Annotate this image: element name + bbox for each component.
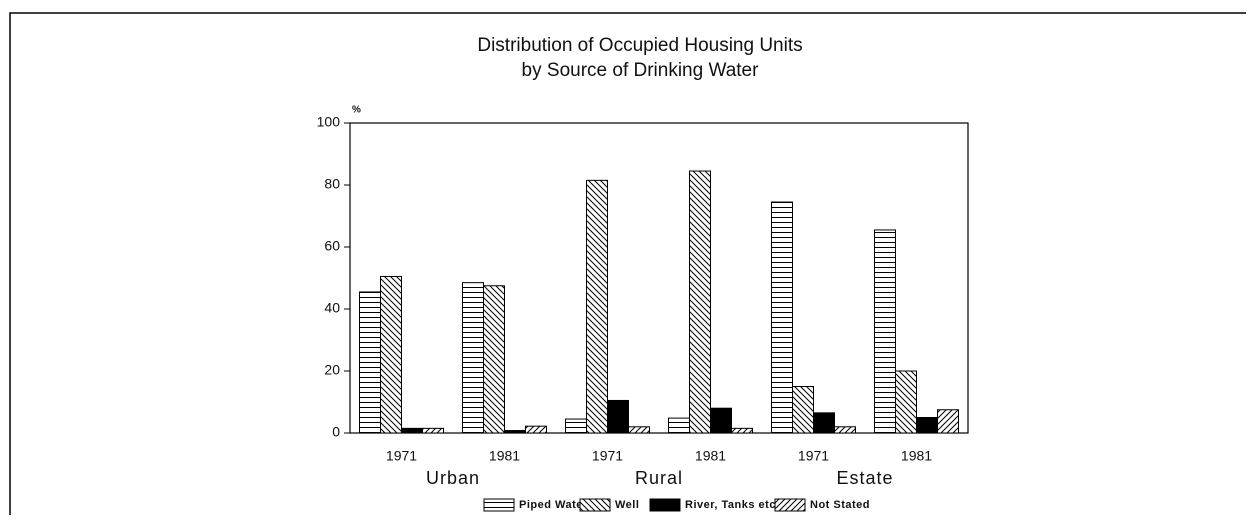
frame [9,12,1246,515]
bar [462,282,484,434]
bar [731,427,753,434]
y-tick-label: 80 [324,176,340,192]
legend-swatch [579,498,611,512]
x-tick-label: 1971 [798,448,829,464]
bar [916,417,938,434]
chart-title: Distribution of Occupied Housing Units [477,35,802,56]
bar [401,427,423,434]
bar [937,409,959,434]
y-axis-label: % [352,105,361,116]
bar [628,426,650,434]
x-tick-label: 1971 [386,448,417,464]
y-tick-label: 20 [324,362,340,378]
bar [874,229,896,434]
bar [607,399,629,434]
bar [380,275,402,434]
bar [710,407,732,434]
bar [771,201,793,434]
y-tick-label: 60 [324,238,340,254]
legend-label: River, Tanks etc.. [685,499,783,511]
bar [834,426,856,434]
bar [359,291,381,434]
bar [422,427,444,434]
y-tick-label: 100 [317,114,341,130]
legend-label: Well [615,499,639,511]
bar [792,386,814,434]
chart-subtitle: by Source of Drinking Water [522,60,760,81]
legend-swatch [483,498,515,512]
x-tick-label: 1981 [695,448,726,464]
group-label: Rural [635,468,683,488]
legend-swatch [774,498,806,512]
bar [813,412,835,434]
bar [483,285,505,434]
x-tick-label: 1971 [592,448,623,464]
bar [668,417,690,434]
bar [586,179,608,434]
y-tick-label: 0 [332,424,340,440]
bar [504,430,526,434]
bar [565,418,587,434]
bar [525,425,547,434]
x-tick-label: 1981 [489,448,520,464]
bar [895,370,917,434]
legend-label: Piped Water [519,499,588,511]
legend-label: Not Stated [810,499,870,511]
x-tick-label: 1981 [901,448,932,464]
plot-area [349,122,969,434]
legend-swatch [649,498,681,512]
group-label: Urban [426,468,480,488]
y-tick-label: 40 [324,300,340,316]
group-label: Estate [836,468,893,488]
bar [689,170,711,434]
